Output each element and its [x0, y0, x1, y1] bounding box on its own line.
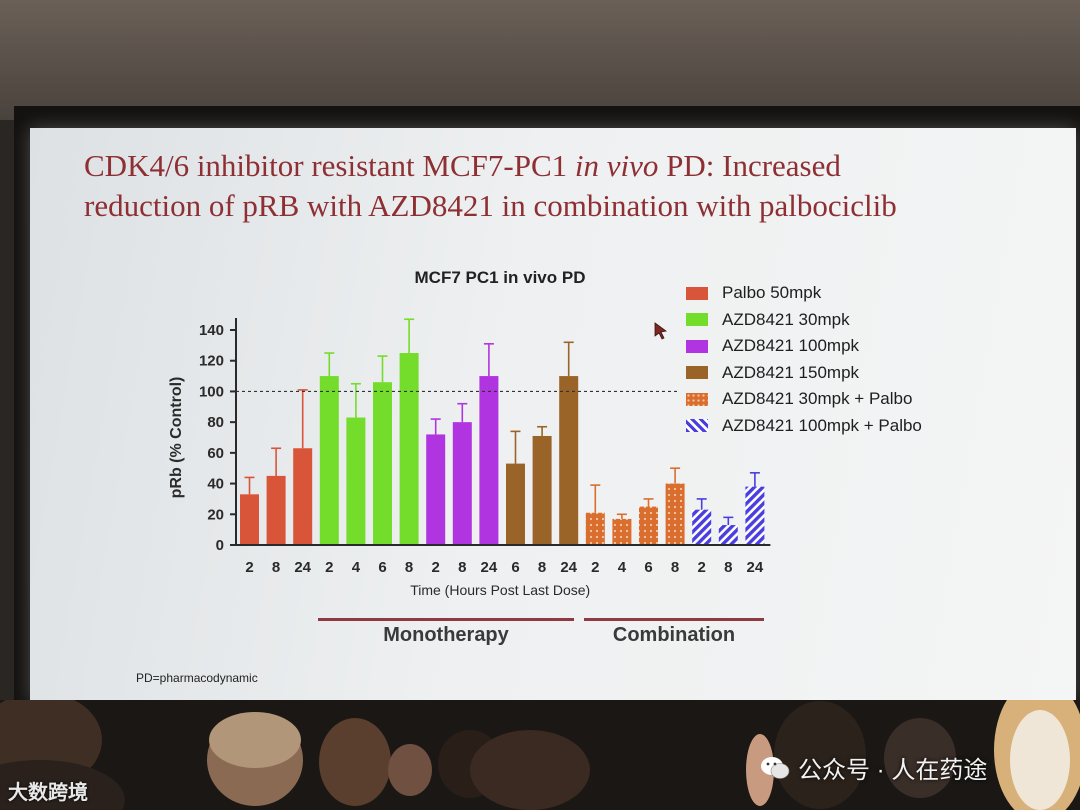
legend-item: AZD8421 100mpk + Palbo	[686, 413, 922, 440]
bar	[559, 376, 579, 545]
legend-label: AZD8421 30mpk + Palbo	[722, 389, 913, 409]
legend-item: AZD8421 100mpk	[686, 333, 922, 360]
bar	[585, 512, 605, 545]
x-tick-label: 8	[724, 559, 732, 576]
bar	[293, 448, 313, 545]
chart-legend: Palbo 50mpk AZD8421 30mpk AZD8421 100mpk AZ…	[686, 280, 922, 439]
bar	[373, 382, 392, 545]
x-tick-label: 2	[245, 559, 253, 576]
x-axis-label: Time (Hours Post Last Dose)	[410, 582, 590, 598]
y-tick-label: 40	[207, 476, 224, 493]
x-tick-label: 8	[458, 559, 466, 576]
bar	[506, 463, 525, 545]
slide-title: CDK4/6 inhibitor resistant MCF7-PC1 in v…	[84, 146, 1044, 226]
y-tick-label: 120	[199, 353, 224, 370]
legend-item: Palbo 50mpk	[686, 280, 922, 307]
x-tick-label: 6	[644, 559, 652, 576]
group-label-monotherapy: Monotherapy	[383, 624, 509, 646]
legend-swatch	[686, 366, 708, 380]
chart-title: MCF7 PC1 in vivo PD	[414, 268, 586, 287]
bar	[452, 422, 472, 545]
legend-swatch	[686, 286, 708, 300]
bar	[532, 435, 552, 545]
x-tick-label: 24	[294, 559, 311, 576]
legend-label: AZD8421 150mpk	[722, 362, 860, 382]
x-tick-label: 4	[352, 559, 361, 576]
bar	[639, 506, 658, 545]
legend-label: AZD8421 30mpk	[722, 309, 850, 329]
legend-swatch	[686, 419, 708, 433]
legend-label: AZD8421 100mpk	[722, 336, 860, 356]
monotherapy-bracket	[318, 618, 574, 621]
footnote: PD=pharmacodynamic	[136, 671, 258, 685]
mouse-pointer-icon	[654, 322, 667, 340]
legend-swatch	[686, 392, 708, 406]
y-tick-label: 100	[199, 383, 224, 400]
legend-item: AZD8421 150mpk	[686, 360, 922, 387]
x-tick-label: 24	[747, 559, 764, 576]
watermark-right-text: 公众号 · 人在药途	[798, 757, 988, 784]
y-tick-label: 20	[207, 506, 224, 523]
room-wall	[0, 0, 1080, 120]
bar	[692, 509, 712, 545]
bar	[399, 353, 419, 545]
bar	[718, 525, 738, 545]
y-tick-label: 0	[216, 537, 224, 554]
group-label-combination: Combination	[612, 624, 736, 646]
slide-title-line-1: CDK4/6 inhibitor resistant MCF7-PC1 in v…	[84, 148, 841, 183]
x-tick-label: 6	[511, 559, 519, 576]
y-axis-label: pRb (% Control)	[168, 377, 185, 499]
x-tick-label: 2	[432, 559, 440, 576]
legend-item: AZD8421 30mpk	[686, 307, 922, 334]
legend-label: Palbo 50mpk	[722, 283, 822, 303]
x-tick-label: 24	[560, 559, 577, 576]
legend-swatch	[686, 339, 708, 353]
audience-silhouettes	[0, 700, 1080, 810]
y-tick-label: 140	[199, 322, 224, 339]
x-tick-label: 2	[591, 559, 599, 576]
watermark-right: 公众号 · 人在药途	[760, 750, 987, 785]
y-tick-label: 60	[207, 445, 224, 462]
x-tick-label: 8	[405, 559, 413, 576]
slide-title-line-2: reduction of pRB with AZD8421 in combina…	[84, 188, 897, 223]
watermark-left: 大数跨境	[8, 782, 88, 804]
bar	[426, 434, 446, 545]
bar	[346, 417, 366, 545]
x-tick-label: 8	[671, 559, 679, 576]
bar	[479, 376, 499, 545]
bar	[745, 486, 765, 545]
y-tick-label: 80	[207, 414, 224, 431]
x-tick-label: 8	[538, 559, 546, 576]
projection-screen	[30, 128, 1076, 702]
bar	[612, 518, 632, 545]
x-tick-label: 24	[481, 559, 498, 576]
legend-label: AZD8421 100mpk + Palbo	[722, 415, 922, 435]
bar	[319, 376, 339, 545]
legend-item: AZD8421 30mpk + Palbo	[686, 386, 922, 413]
legend-swatch	[686, 313, 708, 327]
x-tick-label: 4	[618, 559, 627, 576]
bar	[240, 494, 259, 545]
bar	[266, 475, 286, 545]
bar	[665, 483, 685, 545]
wechat-icon	[761, 756, 790, 779]
x-tick-label: 6	[378, 559, 386, 576]
x-tick-label: 2	[698, 559, 706, 576]
x-tick-label: 8	[272, 559, 280, 576]
combination-bracket	[584, 618, 764, 621]
x-tick-label: 2	[325, 559, 333, 576]
